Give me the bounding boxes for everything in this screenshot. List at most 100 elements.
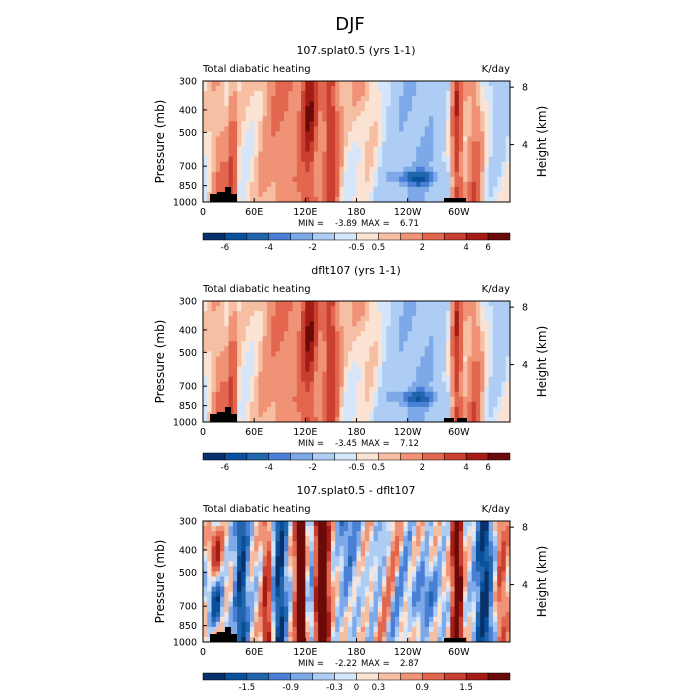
heatmap-cell <box>399 371 404 378</box>
unit-label: K/day <box>482 284 510 295</box>
heatmap-cell <box>411 316 417 322</box>
heatmap-cell <box>347 136 353 142</box>
heatmap-cell <box>339 126 345 132</box>
heatmap-cell <box>365 136 370 142</box>
heatmap-cell <box>330 301 336 307</box>
heatmap-cell <box>292 336 298 342</box>
heatmap-cell <box>501 611 507 618</box>
heatmap-cell <box>382 336 387 342</box>
heatmap-cell <box>356 341 362 347</box>
heatmap-cell <box>369 391 374 398</box>
heatmap-cell <box>352 106 357 112</box>
heatmap-cell <box>228 81 234 87</box>
heatmap-cell <box>271 366 276 372</box>
heatmap-cell <box>446 116 451 122</box>
heatmap-cell <box>330 181 336 188</box>
heatmap-cell <box>262 331 268 337</box>
heatmap-cell <box>215 566 221 572</box>
heatmap-cell <box>309 401 315 408</box>
heatmap-cell <box>284 606 289 613</box>
heatmap-cell <box>224 526 229 532</box>
heatmap-cell <box>254 601 259 608</box>
heatmap-cell <box>207 81 212 87</box>
heatmap-cell <box>211 391 217 398</box>
heatmap-cell <box>241 101 247 107</box>
heatmap-cell <box>382 316 387 322</box>
heatmap-cell <box>224 96 229 102</box>
heatmap-cell <box>407 316 413 322</box>
heatmap-cell <box>420 391 426 398</box>
heatmap-cell <box>488 576 494 582</box>
heatmap-cell <box>326 151 332 158</box>
heatmap-cell <box>441 126 447 132</box>
heatmap-cell <box>241 81 247 87</box>
heatmap-cell <box>301 176 306 183</box>
heatmap-cell <box>369 156 374 163</box>
heatmap-cell <box>420 606 426 613</box>
heatmap-cell <box>471 151 477 158</box>
heatmap-cell <box>377 606 383 613</box>
heatmap-cell <box>347 596 353 603</box>
heatmap-cell <box>458 311 464 317</box>
heatmap-cell <box>505 576 511 582</box>
heatmap-cell <box>347 96 353 102</box>
heatmap-cell <box>484 86 490 92</box>
heatmap-cell <box>326 176 332 183</box>
heatmap-cell <box>330 536 336 542</box>
heatmap-cell <box>326 316 332 322</box>
heatmap-cell <box>215 186 221 193</box>
heatmap-cell <box>501 311 507 317</box>
heatmap-cell <box>411 571 417 577</box>
heatmap-cell <box>305 191 310 198</box>
heatmap-cell <box>215 371 221 378</box>
heatmap-cell <box>339 531 345 537</box>
heatmap-cell <box>428 86 434 92</box>
heatmap-cell <box>352 541 357 547</box>
heatmap-cell <box>416 596 421 603</box>
heatmap-cell <box>369 551 374 557</box>
heatmap-cell <box>215 571 221 577</box>
heatmap-cell <box>386 541 392 547</box>
heatmap-cell <box>407 191 413 198</box>
heatmap-cell <box>416 391 421 398</box>
heatmap-cell <box>249 186 255 193</box>
heatmap-cell <box>313 591 319 598</box>
heatmap-cell <box>288 191 293 198</box>
heatmap-cell <box>497 111 502 117</box>
panel-title: 107.splat0.5 (yrs 1-1) <box>296 44 415 57</box>
heatmap-cell <box>266 611 272 618</box>
heatmap-cell <box>262 141 268 147</box>
heatmap-cell <box>373 101 379 107</box>
heatmap-cell <box>437 571 443 577</box>
heatmap-cell <box>335 326 340 332</box>
heatmap-cell <box>220 356 225 362</box>
heatmap-cell <box>458 86 464 92</box>
heatmap-cell <box>203 411 208 418</box>
heatmap-cell <box>416 526 421 532</box>
heatmap-cell <box>437 301 443 307</box>
heatmap-cell <box>497 131 502 137</box>
heatmap-cell <box>467 391 473 398</box>
heatmap-cell <box>288 586 293 592</box>
heatmap-cell <box>211 146 217 152</box>
heatmap-cell <box>288 416 293 423</box>
heatmap-cell <box>475 531 481 537</box>
heatmap-cell <box>501 186 507 193</box>
heatmap-cell <box>424 306 430 312</box>
colorbar-swatch <box>356 232 379 241</box>
heatmap-cell <box>411 121 417 127</box>
heatmap-cell <box>249 101 255 107</box>
heatmap-cell <box>433 156 438 163</box>
heatmap-cell <box>318 596 323 603</box>
heatmap-cell <box>360 321 366 327</box>
heatmap-cell <box>292 531 298 537</box>
heatmap-cell <box>369 151 374 158</box>
heatmap-cell <box>292 356 298 362</box>
heatmap-cell <box>220 381 225 388</box>
heatmap-cell <box>326 416 332 423</box>
heatmap-cell <box>249 371 255 378</box>
heatmap-cell <box>403 391 409 398</box>
heatmap-cell <box>416 571 421 577</box>
heatmap-cell <box>437 146 443 152</box>
heatmap-cell <box>377 196 383 203</box>
